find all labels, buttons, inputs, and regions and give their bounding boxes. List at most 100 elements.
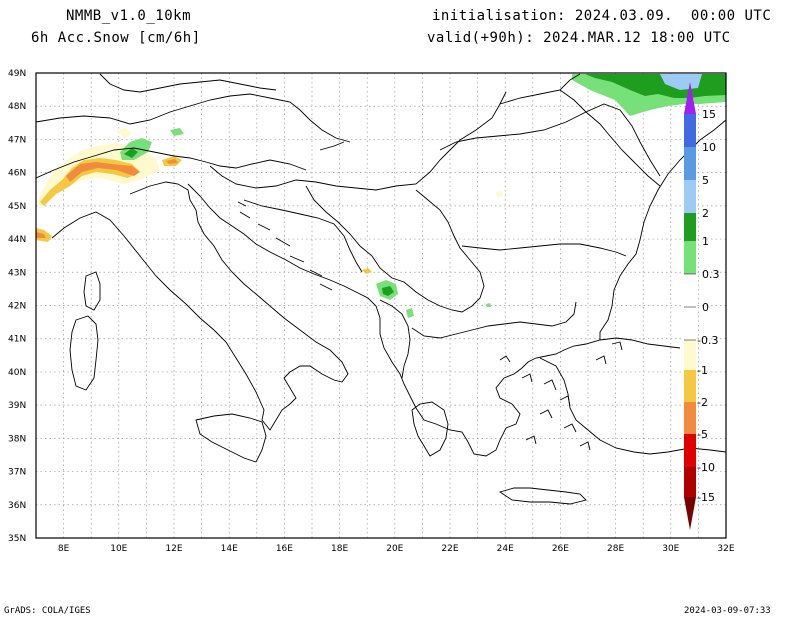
border-alpine	[36, 147, 307, 179]
footer-timestamp: 2024-03-09-07:33	[684, 606, 771, 616]
aegean-islands	[499, 341, 623, 451]
lat-label-42N: 42N	[8, 302, 26, 312]
snow-region-alps-orange	[66, 162, 140, 182]
colorbar-box-m0.3	[684, 340, 696, 370]
lon-label-24E: 24E	[497, 544, 514, 554]
lake-balaton	[319, 141, 345, 151]
valid-time: valid(+90h): 2024.MAR.12 18:00 UTC	[427, 30, 731, 46]
model-title: NMMB_v1.0_10km	[66, 8, 192, 24]
coastlines-borders	[36, 73, 726, 505]
colorbar-label-2: 2	[702, 207, 709, 220]
balkan-coastline	[187, 183, 681, 457]
lon-label-30E: 30E	[662, 544, 679, 554]
lon-label-32E: 32E	[717, 544, 734, 554]
border-czech	[99, 73, 277, 93]
colorbar-box-m10	[684, 467, 696, 497]
colorbar-box-2	[684, 213, 696, 241]
lat-label-49N: 49N	[8, 69, 26, 79]
lat-label-41N: 41N	[8, 335, 26, 345]
snow-region-bulgaria-green	[486, 303, 491, 307]
lat-label-44N: 44N	[8, 235, 26, 245]
snow-region-alps-yellow	[40, 158, 140, 206]
grid-lines	[36, 73, 726, 538]
colorbar-box-5	[684, 180, 696, 213]
corsica-coastline	[83, 271, 101, 311]
border-greece-north	[411, 301, 577, 339]
lon-label-8E: 8E	[58, 544, 70, 554]
lat-label-45N: 45N	[8, 202, 26, 212]
lat-label-36N: 36N	[8, 501, 26, 511]
lat-label-47N: 47N	[8, 135, 26, 145]
border-moldova	[559, 89, 661, 187]
colorbar-top-arrow	[684, 82, 696, 114]
snow-region-bosnia-yellow	[362, 268, 372, 274]
longitude-labels: 8E 10E 12E 14E 16E 18E 20E 22E 24E 26E 28E 30E 32E	[58, 544, 735, 554]
snow-region-carinthia-cream	[116, 128, 132, 138]
snow-region-montenegro-darkgreen	[382, 286, 394, 296]
colorbar-box-m2	[684, 402, 696, 434]
colorbar-label-0: 0	[702, 301, 709, 314]
border-ukraine-poland	[499, 73, 581, 105]
colorbar-label--5: -5	[697, 428, 708, 441]
colorbar-box-15	[684, 114, 696, 147]
italy-coastline	[51, 181, 349, 431]
colorbar-label-10: 10	[702, 141, 716, 154]
snow-region-ukraine-blue	[660, 74, 702, 90]
latitude-labels: 49N 48N 47N 46N 45N 44N 43N 42N 41N 40N 39N 38N 37N 3…	[8, 69, 26, 544]
colorbar-box-0.3	[684, 274, 696, 307]
colorbar-label--0.3: -0.3	[697, 334, 718, 347]
colorbar-box-0	[684, 307, 696, 340]
border-austria-north	[36, 93, 351, 143]
lon-label-22E: 22E	[441, 544, 458, 554]
sardinia-coastline	[69, 315, 99, 391]
colorbar-label--15: -15	[697, 491, 715, 504]
lon-label-26E: 26E	[552, 544, 569, 554]
lon-label-16E: 16E	[276, 544, 293, 554]
lat-label-39N: 39N	[8, 401, 26, 411]
lon-label-10E: 10E	[110, 544, 127, 554]
lat-label-43N: 43N	[8, 268, 26, 278]
snow-region-romania-cream	[496, 191, 503, 197]
snow-field	[36, 74, 726, 318]
colorbar-box-1	[684, 241, 696, 274]
colorbar-label-0.3: 0.3	[702, 268, 720, 281]
snow-region-france-orange	[36, 232, 46, 238]
border-romania-ukraine	[439, 103, 661, 177]
map-frame	[35, 72, 727, 539]
lat-label-38N: 38N	[8, 434, 26, 444]
footer-credit: GrADS: COLA/IGES	[4, 606, 91, 616]
lat-label-48N: 48N	[8, 102, 26, 112]
dalmatian-islands	[237, 201, 333, 291]
peloponnese-coastline	[411, 401, 449, 457]
border-bosnia	[243, 199, 363, 273]
lat-label-46N: 46N	[8, 169, 26, 179]
colorbar-box-10	[684, 147, 696, 180]
crete-coastline	[498, 487, 587, 505]
colorbar-label-1: 1	[702, 235, 709, 248]
lat-label-37N: 37N	[8, 468, 26, 478]
border-serbia	[305, 185, 485, 313]
border-bulgaria	[461, 243, 627, 257]
colorbar-label-15: 15	[702, 108, 716, 121]
lat-label-35N: 35N	[8, 534, 26, 544]
sicily-coastline	[195, 413, 267, 463]
colorbar-label--10: -10	[697, 461, 715, 474]
colorbar-bottom-arrow	[684, 497, 696, 530]
snow-region-albania-green	[406, 308, 414, 318]
lat-label-40N: 40N	[8, 368, 26, 378]
turkey-coastline	[539, 357, 726, 455]
colorbar: 15 10 5 2 1 0.3 0 -0.3 -1 -2 -5 -10 -15	[684, 82, 720, 530]
colorbar-label--2: -2	[697, 396, 708, 409]
border-albania	[379, 299, 411, 379]
colorbar-box-m5	[684, 434, 696, 467]
lon-label-12E: 12E	[165, 544, 182, 554]
snow-region-alps-darkgreen	[124, 148, 138, 158]
colorbar-labels: 15 10 5 2 1 0.3 0 -0.3 -1 -2 -5 -10 -15	[697, 108, 720, 504]
init-time: initialisation: 2024.03.09. 00:00 UTC	[432, 8, 772, 24]
colorbar-label-5: 5	[702, 174, 709, 187]
field-title: 6h Acc.Snow [cm/6h]	[31, 30, 201, 46]
lon-label-18E: 18E	[331, 544, 348, 554]
colorbar-label--1: -1	[697, 364, 708, 377]
lon-label-20E: 20E	[386, 544, 403, 554]
